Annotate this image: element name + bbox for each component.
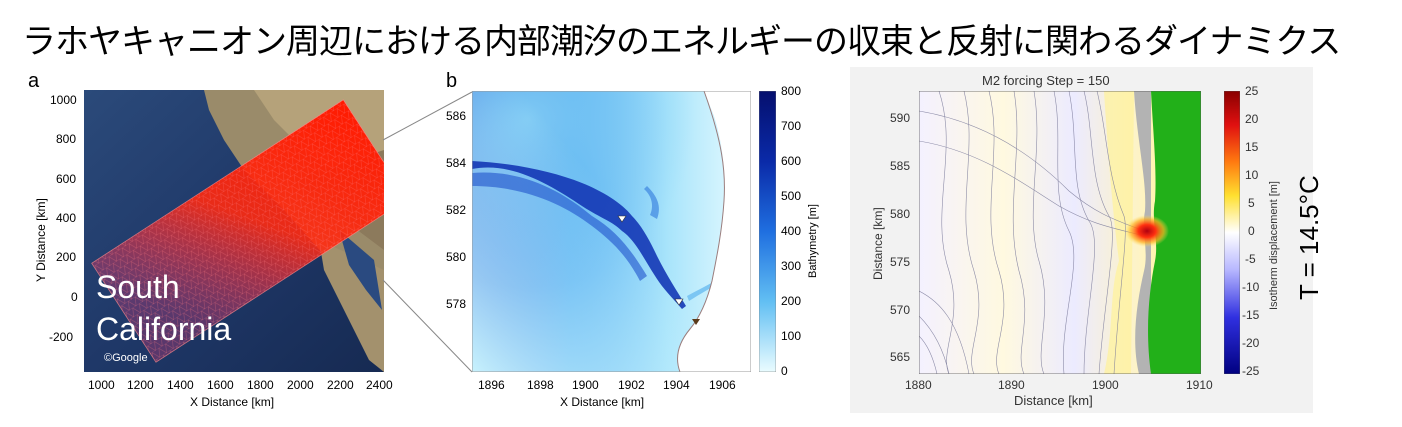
displacement-hotspot [1125,215,1169,247]
x-tick: 1890 [998,378,1025,392]
colorbar-tick: 300 [781,259,802,273]
colorbar-tick: 600 [781,154,802,168]
y-tick: 600 [56,172,77,186]
temperature-label: T = 14.5°C [1294,175,1324,300]
x-tick: 1600 [207,378,234,392]
panel-b-letter: b [446,70,458,92]
panel-c-xlabel: Distance [km] [1014,393,1093,408]
y-tick: -200 [49,330,74,344]
y-tick: 565 [890,350,911,364]
colorbar-tick: 800 [781,84,802,98]
panel-b-xlabel: X Distance [km] [560,395,645,409]
map-label-south: South [96,269,180,305]
land-area [677,91,751,372]
x-tick: 1000 [88,378,115,392]
x-tick: 2400 [366,378,393,392]
marker-triangle [692,319,700,325]
y-tick: 580 [890,207,911,221]
x-tick: 1910 [1186,378,1213,392]
y-tick: 578 [446,297,467,311]
y-tick: 590 [890,111,911,125]
panel-c-displacement [919,91,1201,374]
colorbar-tick: -20 [1242,336,1260,350]
colorbar-tick: 20 [1245,112,1259,126]
colorbar-tick: -10 [1242,280,1260,294]
colorbar-tick: 200 [781,294,802,308]
map-label-california: California [96,311,231,347]
colorbar-tick: -15 [1242,308,1260,322]
colorbar-tick: -25 [1242,364,1260,378]
marker-triangle [674,298,684,306]
colorbar-tick: 500 [781,189,802,203]
colorbar-tick: 700 [781,119,802,133]
canyon [472,161,686,309]
model-domain [91,99,384,363]
y-tick: 0 [71,290,78,304]
displacement-colorbar [1224,91,1240,374]
marker-triangle [617,215,627,223]
x-tick: 1904 [663,378,690,392]
x-tick: 1902 [618,378,645,392]
x-tick: 1900 [572,378,599,392]
colorbar-tick: 15 [1245,140,1259,154]
panel-c-title: M2 forcing Step = 150 [982,73,1110,88]
y-tick: 400 [56,211,77,225]
colorbar-tick: 10 [1245,168,1259,182]
y-tick: 575 [890,255,911,269]
y-tick: 585 [890,159,911,173]
colorbar-tick: 0 [1248,224,1255,238]
colorbar-tick: 400 [781,224,802,238]
panel-a-xlabel: X Distance [km] [190,395,275,409]
colorbar-tick: 0 [781,364,788,378]
y-tick: 586 [446,109,467,123]
x-tick: 1200 [127,378,154,392]
y-tick: 200 [56,250,77,264]
x-tick: 1880 [905,378,932,392]
panel-a-letter: a [28,70,40,92]
panel-a-map: South California ©Google [84,90,384,372]
panel-c-ylabel: Distance [km] [871,207,885,280]
panel-b-bathymetry [472,91,751,372]
google-credit: ©Google [104,352,148,364]
colorbar-tick: 5 [1248,196,1255,210]
y-tick: 582 [446,203,467,217]
y-tick: 584 [446,156,467,170]
shelf-gray [1134,91,1151,374]
bathymetry-colorbar-label: Bathymetry [m] [807,204,819,278]
y-tick: 1000 [50,93,77,107]
colorbar-tick: 100 [781,329,802,343]
land-green [1148,91,1201,374]
y-tick: 570 [890,303,911,317]
x-tick: 1898 [527,378,554,392]
displacement-colorbar-label: Isotherm displacement [m] [1268,181,1280,310]
bathymetry-colorbar [759,91,776,372]
colorbar-tick: 25 [1245,84,1259,98]
colorbar-tick: -5 [1245,252,1256,266]
x-tick: 2000 [287,378,314,392]
page-title: ラホヤキャニオン周辺における内部潮汐のエネルギーの収束と反射に関わるダイナミクス [22,22,1341,62]
y-tick: 800 [56,132,77,146]
x-tick: 1896 [478,378,505,392]
x-tick: 1800 [247,378,274,392]
x-tick: 2200 [327,378,354,392]
x-tick: 1900 [1092,378,1119,392]
x-tick: 1400 [167,378,194,392]
y-tick: 580 [446,250,467,264]
x-tick: 1906 [709,378,736,392]
